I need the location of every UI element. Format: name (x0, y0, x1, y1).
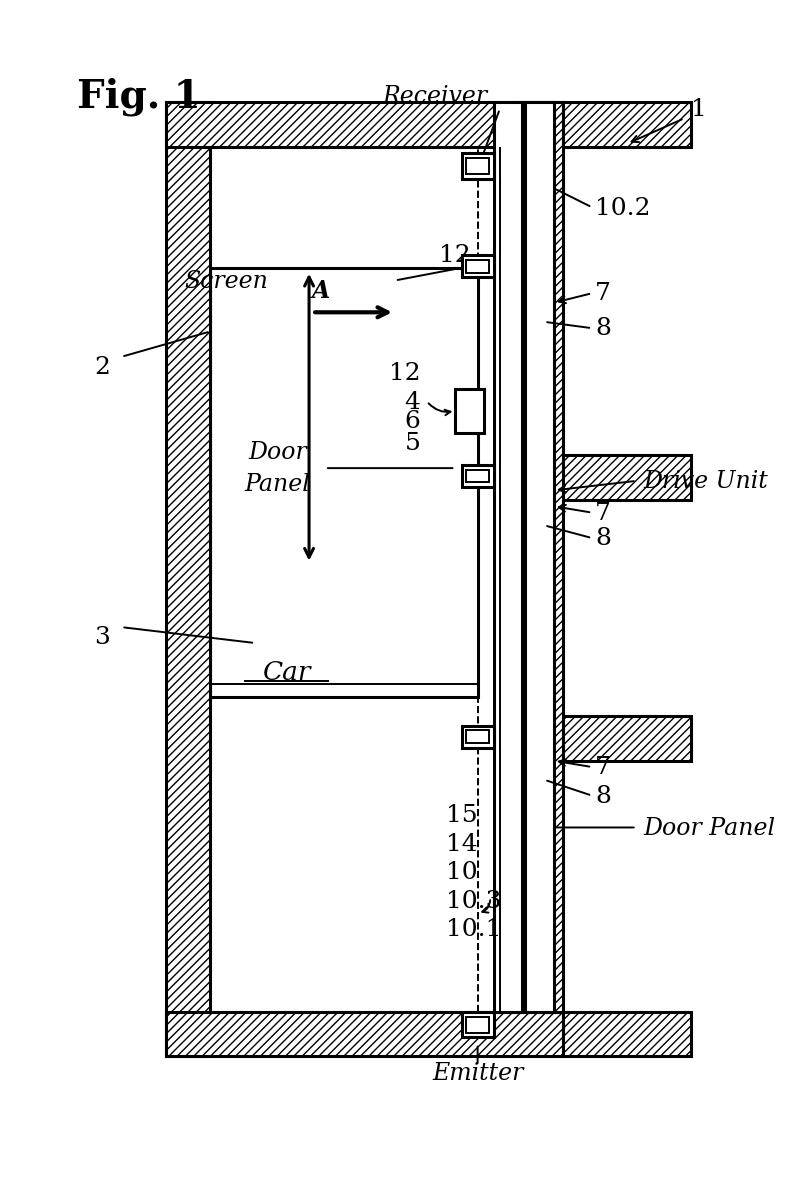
Bar (525, 103, 553, 1012)
Bar (461, 256, 493, 277)
Text: 8: 8 (595, 527, 611, 550)
Text: 7: 7 (595, 282, 611, 306)
Text: Receiver: Receiver (381, 85, 487, 108)
Text: Fig. 1: Fig. 1 (76, 78, 200, 116)
Text: 10.2: 10.2 (595, 197, 650, 219)
Bar (466, 470, 488, 482)
Text: 14: 14 (445, 832, 477, 856)
Bar (563, 456, 690, 500)
Bar (165, 1012, 563, 1057)
Bar (466, 1017, 488, 1032)
Text: 6: 6 (404, 409, 420, 433)
Text: 12: 12 (439, 244, 470, 267)
Bar (563, 1012, 690, 1057)
Text: 5: 5 (404, 431, 420, 455)
Bar (563, 717, 690, 761)
Bar (461, 726, 493, 748)
Text: 7: 7 (595, 756, 611, 779)
Text: 10.3: 10.3 (445, 889, 500, 912)
Text: 1: 1 (690, 98, 705, 121)
Bar (165, 103, 210, 1057)
Text: 4: 4 (404, 390, 420, 414)
Text: 15: 15 (445, 803, 477, 826)
Bar (461, 154, 493, 179)
Text: A: A (312, 280, 330, 303)
Text: 7: 7 (595, 501, 611, 525)
Text: Door: Door (247, 441, 307, 465)
Text: Emitter: Emitter (431, 1061, 522, 1084)
Bar (563, 103, 690, 148)
Text: 12: 12 (388, 361, 420, 385)
Bar (165, 103, 563, 148)
Bar (519, 103, 563, 1012)
Text: Drive Unit: Drive Unit (642, 469, 767, 493)
Bar (455, 389, 483, 434)
Text: Screen: Screen (184, 269, 267, 293)
Text: 3: 3 (95, 626, 110, 648)
Bar (461, 1012, 493, 1037)
Text: 2: 2 (95, 356, 110, 378)
Bar (466, 261, 488, 273)
Text: Panel: Panel (244, 473, 310, 497)
Text: 10: 10 (445, 860, 477, 884)
Text: Door Panel: Door Panel (642, 816, 774, 839)
Text: 8: 8 (595, 318, 611, 340)
Bar (466, 731, 488, 743)
Text: 10.1: 10.1 (445, 918, 500, 941)
Bar (210, 268, 477, 698)
Bar (466, 159, 488, 174)
Bar (493, 103, 522, 1012)
Text: Car: Car (262, 660, 310, 685)
Bar (461, 466, 493, 487)
Text: 8: 8 (595, 784, 611, 807)
